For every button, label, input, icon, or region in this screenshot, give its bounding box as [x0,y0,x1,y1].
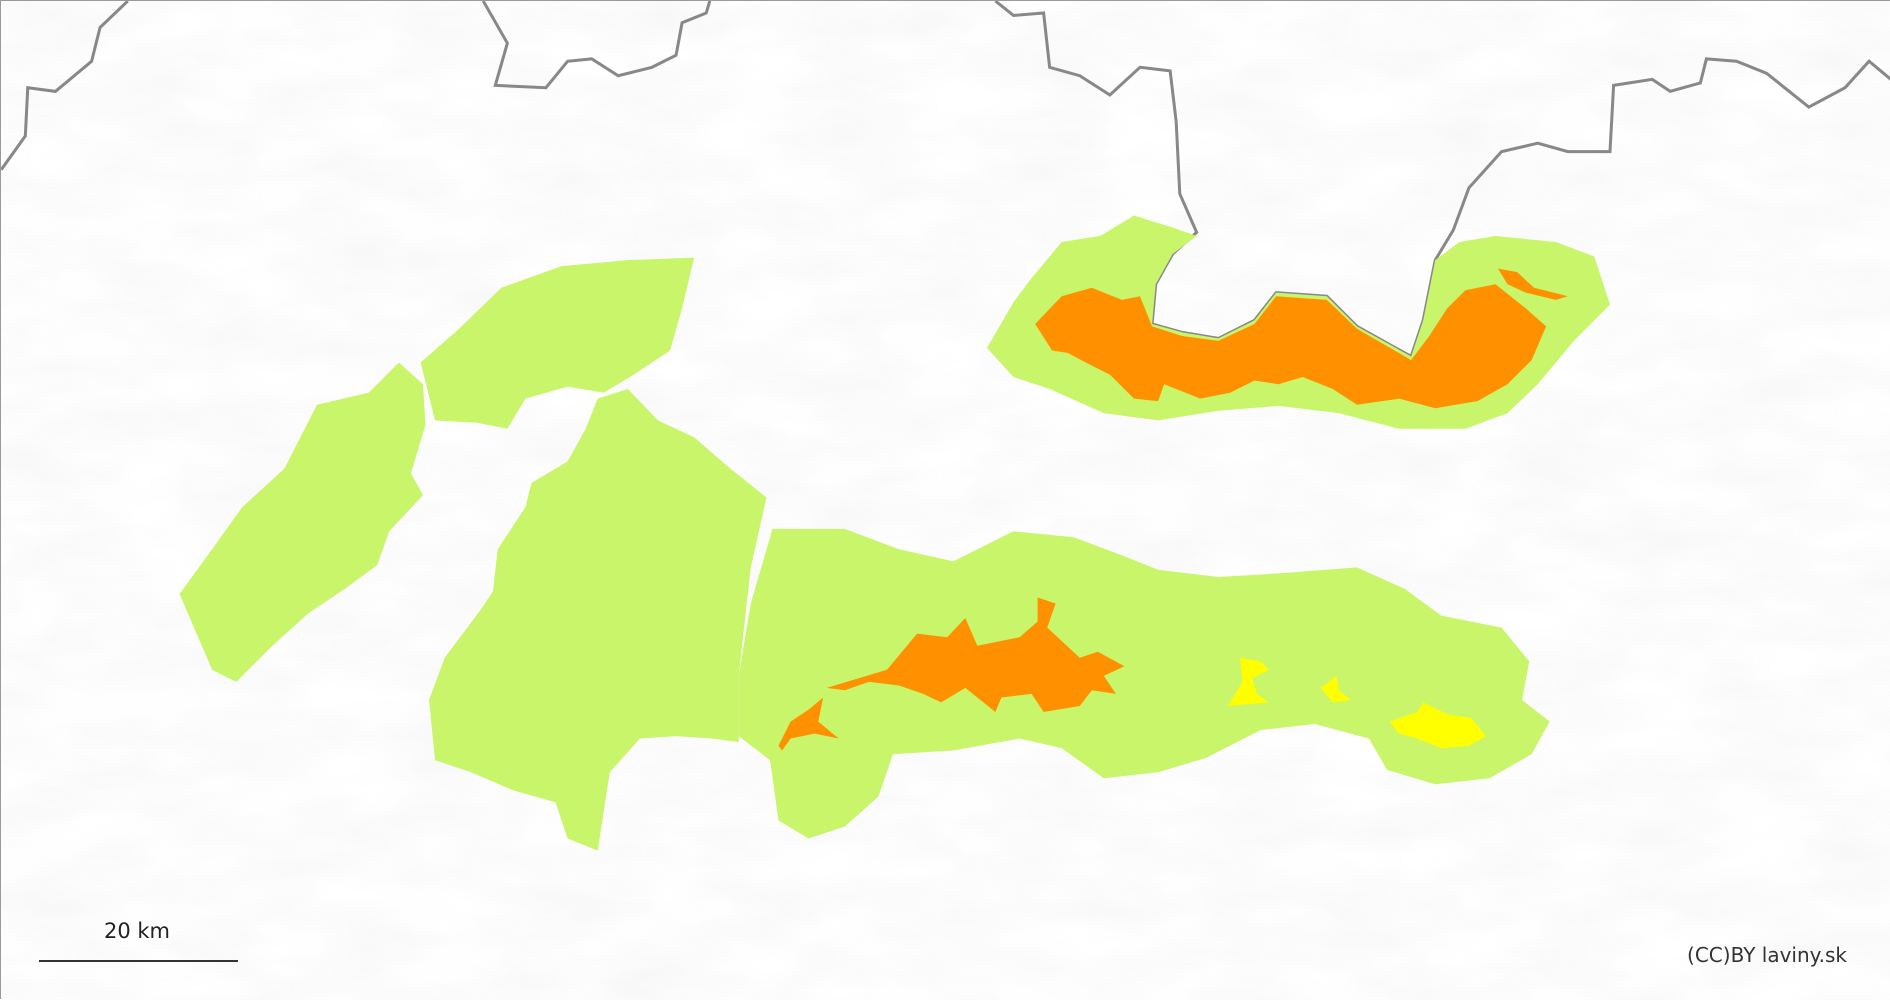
danger-zone-moderate-1[interactable] [1227,657,1269,706]
danger-zone-west[interactable] [778,697,839,751]
danger-zone-central[interactable] [826,597,1125,712]
danger-zone-tatras[interactable] [1035,284,1547,409]
scale-label: 20 km [104,919,171,943]
region-central-south[interactable] [738,528,1550,839]
danger-zone-moderate-3[interactable] [1389,702,1486,749]
attribution: (CC)BY laviny.sk [1687,943,1847,967]
danger-moderate-zones [1227,657,1486,749]
danger-considerable-zones [778,268,1568,751]
region-central-west[interactable] [429,389,767,851]
border-line-west [0,0,129,171]
region-west-1[interactable] [179,362,426,682]
region-west-2[interactable] [420,257,695,429]
danger-zone-moderate-2[interactable] [1320,675,1351,703]
border-line-center [481,0,712,90]
danger-zone-tatras-east[interactable] [1497,268,1568,300]
scale-bar [39,960,238,962]
